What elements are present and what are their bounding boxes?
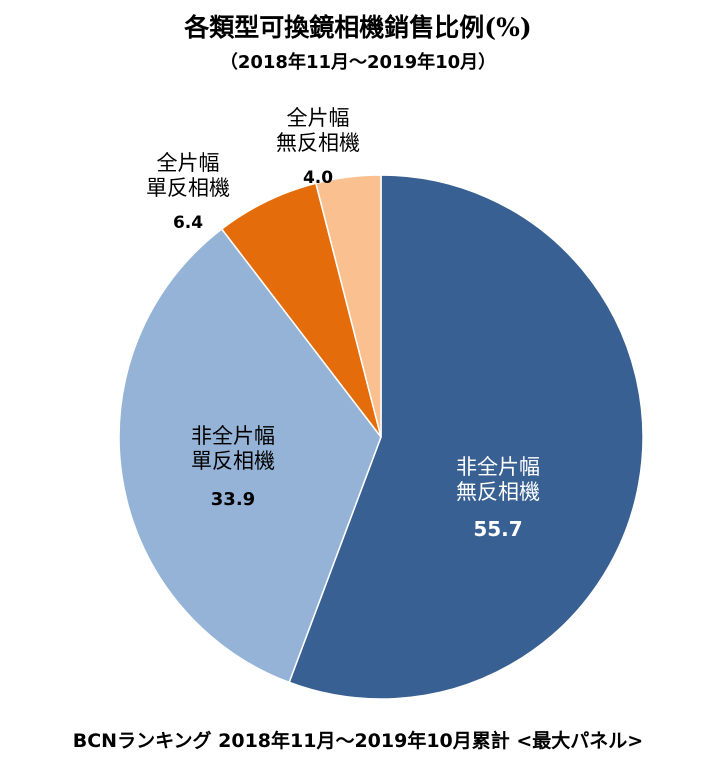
slice-label-line2: 單反相機 [146,176,230,200]
slice-value-label: 33.9 [211,489,255,510]
slice-label-line2: 無反相機 [276,131,360,155]
chart-subtitle: （2018年11月～2019年10月） [219,52,497,73]
pie-slice [314,174,382,438]
slice-label-line1: 全片幅 [287,106,350,130]
slice-label-line1: 非全片幅 [456,455,540,479]
slice-label-line2: 無反相機 [456,480,540,504]
chart-title: 各類型可換鏡相機銷售比例(%) [184,13,532,42]
slice-value-label: 6.4 [173,213,203,233]
slice-label-line2: 單反相機 [191,449,275,473]
slice-value-label: 4.0 [303,168,333,188]
chart-footer: BCNランキング 2018年11月～2019年10月累計 <最大パネル> [72,730,644,752]
slice-value-label: 55.7 [473,517,522,541]
slice-label-line1: 非全片幅 [191,424,275,448]
pie-slice [118,227,382,684]
slice-label-line1: 全片幅 [157,151,220,175]
pie-slice [288,174,644,700]
